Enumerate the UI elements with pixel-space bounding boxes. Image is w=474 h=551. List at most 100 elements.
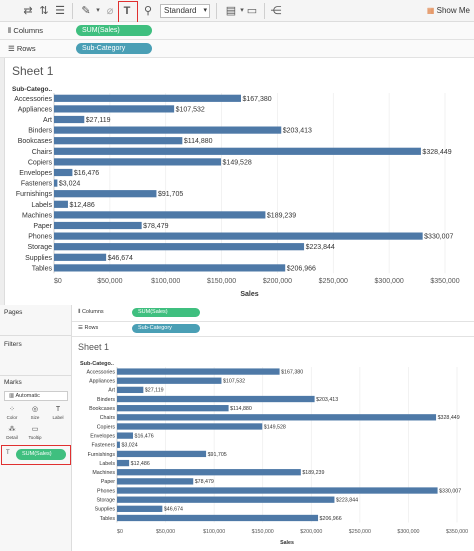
presentation-mode-icon[interactable]: ▭ (246, 5, 258, 17)
bottom-data-label: $223,844 (336, 498, 358, 504)
chevron-down-icon[interactable]: ▾ (96, 7, 100, 14)
show-mark-labels-icon[interactable]: T (123, 5, 131, 17)
sort-descending-icon[interactable]: ☰ (55, 5, 65, 17)
x-tick-label: $250,000 (319, 278, 348, 285)
bar (54, 190, 157, 198)
bar (54, 264, 286, 272)
category-label: Chairs (32, 149, 53, 156)
label-button[interactable]: T Label (48, 405, 68, 423)
marks-sum-sales-pill[interactable]: SUM(Sales) (16, 449, 66, 460)
bottom-data-label: $189,239 (302, 470, 324, 476)
columns-icon: ⦀ (8, 26, 12, 35)
category-label: Bookcases (18, 138, 53, 145)
toolbar-divider (216, 3, 217, 19)
bar (54, 211, 266, 219)
color-icon: ⁘ (9, 406, 15, 413)
bar (54, 137, 183, 145)
bottom-category-label: Appliances (89, 379, 115, 385)
show-mark-labels-highlight (118, 1, 138, 23)
x-tick-label: $300,000 (375, 278, 404, 285)
category-label: Binders (28, 128, 52, 135)
chevron-down-icon[interactable]: ▾ (240, 7, 244, 14)
category-label: Copiers (28, 159, 53, 166)
rows-sub-category-pill[interactable]: Sub-Category (76, 43, 152, 54)
bottom-category-label: Chairs (100, 415, 116, 421)
mark-type-label: Automatic (15, 393, 40, 399)
detail-icon: ⁂ (8, 426, 16, 433)
marks-label: Marks (4, 379, 22, 386)
data-label: $46,674 (108, 255, 133, 262)
bottom-rows-sub-category-pill[interactable]: Sub-Category (132, 324, 200, 333)
bottom-data-label: $206,966 (320, 516, 342, 522)
columns-shelf-label: ⦀ Columns (8, 26, 43, 35)
color-label: Color (6, 415, 18, 420)
x-tick-label: $200,000 (263, 278, 292, 285)
sort-ascending-icon[interactable]: ⇅ (39, 5, 49, 17)
columns-sum-sales-pill[interactable]: SUM(Sales) (76, 25, 152, 36)
tooltip-button[interactable]: ▭ Tooltip (25, 425, 45, 443)
columns-shelf[interactable]: ⦀ Columns SUM(Sales) (0, 22, 474, 40)
toolbar-divider (72, 3, 73, 19)
bottom-shelves: ⦀ Columns SUM(Sales) ☰ Rows Sub-Category (72, 305, 474, 337)
bottom-data-label: $203,413 (316, 397, 338, 403)
columns-icon: ⦀ (78, 309, 81, 315)
highlight-pen-icon[interactable]: ✎ (81, 5, 91, 17)
tooltip-label: Tooltip (28, 435, 42, 440)
bar-chart-bottom: $0 $50,000 $100,000 $150,000 $200,000 $250,00… (86, 367, 468, 546)
bar (54, 105, 175, 113)
data-label: $206,966 (287, 265, 316, 272)
category-label: Accessories (14, 96, 52, 103)
rows-shelf[interactable]: ☰ Rows Sub-Category (0, 40, 474, 58)
data-label: $223,844 (306, 244, 335, 251)
data-label: $78,479 (143, 223, 168, 230)
bottom-data-label: $3,024 (121, 443, 137, 449)
data-label: $149,528 (223, 159, 252, 166)
bar (54, 158, 222, 166)
bottom-category-label: Supplies (95, 507, 116, 513)
bottom-sheet-title: Sheet 1 (78, 342, 110, 352)
bottom-data-label: $328,449 (438, 415, 460, 421)
bottom-data-label: $114,880 (230, 406, 252, 412)
share-icon[interactable]: ⋲ (270, 5, 282, 17)
bottom-x-tick-label: $350,000 (446, 529, 468, 535)
category-label: Tables (32, 265, 53, 272)
bottom-bar (117, 414, 437, 421)
bottom-data-label: $330,007 (439, 488, 461, 494)
bar (54, 126, 282, 134)
x-tick-label: $350,000 (430, 278, 459, 285)
swap-icon[interactable]: ⇄ (23, 5, 33, 17)
bottom-bar (117, 469, 301, 476)
bottom-category-label: Binders (97, 397, 115, 403)
pin-axes-icon[interactable]: ⚲ (143, 5, 153, 17)
bottom-sub-category-header: Sub-Catego.. (80, 361, 114, 367)
show-cards-icon[interactable]: ▤ (225, 5, 237, 17)
color-button[interactable]: ⁘ Color (2, 405, 22, 423)
bar (54, 221, 142, 230)
bottom-category-label: Art (108, 388, 115, 394)
detail-button[interactable]: ⁂ Detail (2, 425, 22, 443)
bottom-data-label: $107,532 (223, 379, 245, 385)
bottom-category-label: Furnishings (88, 452, 116, 458)
fit-dropdown[interactable]: Standard ▾ (160, 4, 210, 18)
bottom-category-label: Bookcases (89, 406, 115, 412)
show-me-icon: ▦ (426, 6, 435, 15)
rows-icon: ☰ (8, 44, 15, 53)
show-me-button[interactable]: ▦ Show Me (426, 0, 474, 22)
toolbar: ⇄ ⇅ ☰ ✎ ▾ ⌀ T ⚲ Standard ▾ ▤ ▾ ▭ ⋲ ▦ Sho… (0, 0, 474, 23)
divider (0, 335, 72, 336)
bottom-columns-label: ⦀ Columns (78, 309, 104, 315)
mark-type-dropdown[interactable]: ▥ Automatic (4, 391, 68, 401)
bottom-category-label: Phones (97, 488, 115, 494)
tooltip-icon: ▭ (31, 426, 39, 433)
group-clip-icon[interactable]: ⌀ (106, 5, 114, 17)
bottom-bar (117, 395, 315, 403)
bottom-bar (117, 368, 280, 375)
size-button[interactable]: ◎ Size (25, 405, 45, 423)
bottom-columns-sum-sales-pill[interactable]: SUM(Sales) (132, 308, 200, 317)
data-label: $16,476 (74, 170, 99, 177)
bar (54, 243, 305, 251)
bar (54, 147, 421, 155)
sub-category-header: Sub-Catego.. (12, 86, 53, 93)
data-label: $114,880 (184, 138, 213, 145)
bottom-bar (117, 514, 319, 522)
